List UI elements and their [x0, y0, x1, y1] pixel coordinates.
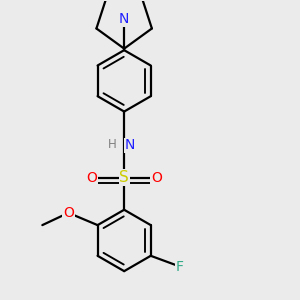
- Text: N: N: [125, 138, 136, 152]
- Text: O: O: [63, 206, 74, 220]
- Text: N: N: [119, 13, 129, 26]
- Text: F: F: [176, 260, 184, 274]
- Text: O: O: [86, 170, 98, 184]
- Text: O: O: [151, 170, 162, 184]
- Text: H: H: [108, 138, 117, 151]
- Text: S: S: [119, 170, 129, 185]
